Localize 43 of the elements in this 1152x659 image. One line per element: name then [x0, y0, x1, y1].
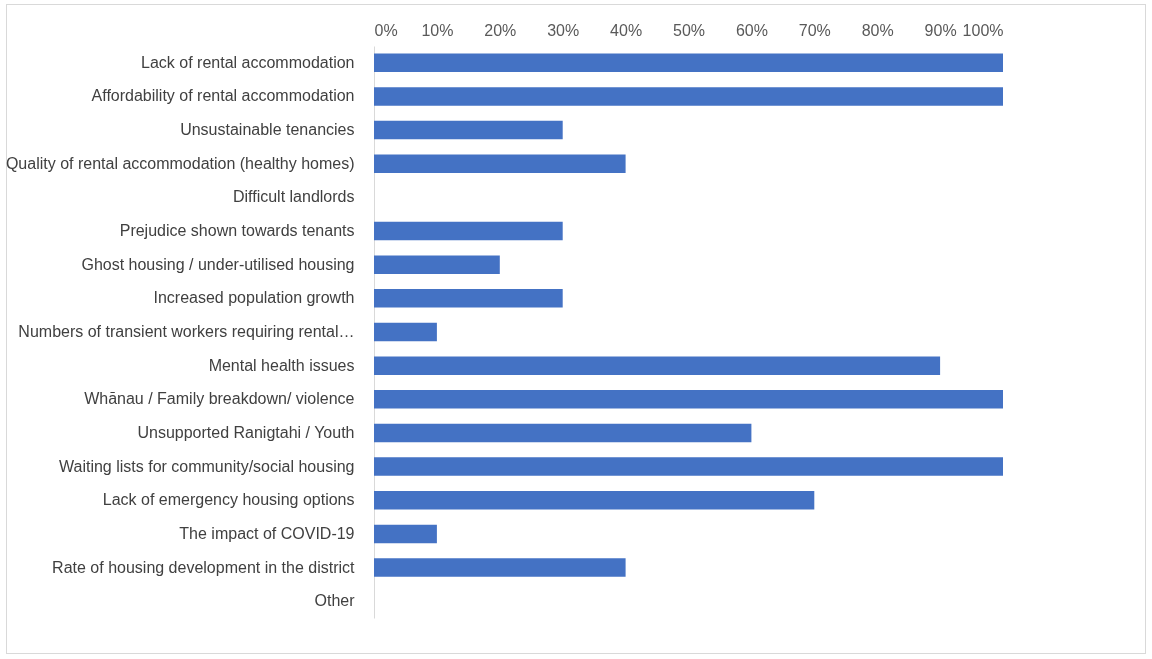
x-tick-label: 60%: [735, 21, 768, 39]
bar: [374, 457, 1003, 476]
bar: [374, 154, 626, 174]
bar: [374, 356, 941, 375]
bar: [374, 423, 752, 443]
y-tick-label: Lack of rental accommodation: [141, 53, 355, 71]
y-tick-label: Ghost housing / under-utilised housing: [81, 255, 355, 273]
y-tick-label: Whānau / Family breakdown/ violence: [84, 390, 355, 408]
x-tick-label: 70%: [798, 21, 831, 39]
bar: [374, 289, 563, 308]
bar: [374, 53, 1003, 73]
y-tick-label: Numbers of transient workers requiring rental…: [18, 323, 355, 340]
bar: [374, 322, 437, 342]
bar: [374, 490, 815, 510]
bar: [374, 221, 563, 241]
y-tick-label: Other: [314, 592, 356, 610]
x-tick-label: 30%: [547, 21, 580, 39]
bar: [374, 390, 1003, 409]
bar: [374, 558, 626, 577]
bar: [374, 255, 500, 274]
x-tick-label: 20%: [484, 21, 517, 39]
bar: [374, 87, 1003, 106]
x-tick-label: 80%: [861, 21, 894, 39]
y-tick-label: Unsupported Ranigtahi / Youth: [137, 423, 355, 441]
y-tick-label: Quality of rental accommodation (healthy homes): [5, 154, 355, 172]
x-tick-label: 0%: [374, 21, 398, 39]
y-tick-label: Mental health issues: [208, 356, 355, 374]
x-tick-label: 100%: [962, 21, 1004, 39]
y-tick-label: Waiting lists for community/social housing: [58, 457, 355, 475]
y-tick-label: Rate of housing development in the district: [52, 558, 356, 576]
bar: [374, 120, 563, 140]
y-tick-label: Affordability of rental accommodation: [91, 87, 355, 105]
x-tick-label: 50%: [672, 21, 706, 39]
bar: [374, 524, 437, 544]
y-tick-label: Increased population growth: [153, 289, 355, 307]
x-tick-label: 10%: [421, 21, 454, 39]
x-tick-label: 90%: [924, 21, 957, 39]
y-tick-label: Lack of emergency housing options: [102, 491, 355, 509]
y-tick-label: Prejudice shown towards tenants: [119, 222, 355, 240]
y-tick-label: Unsustainable tenancies: [180, 121, 355, 139]
x-tick-label: 40%: [610, 21, 643, 39]
y-tick-label: The impact of COVID-19: [179, 524, 355, 542]
y-tick-label: Difficult landlords: [232, 188, 355, 206]
